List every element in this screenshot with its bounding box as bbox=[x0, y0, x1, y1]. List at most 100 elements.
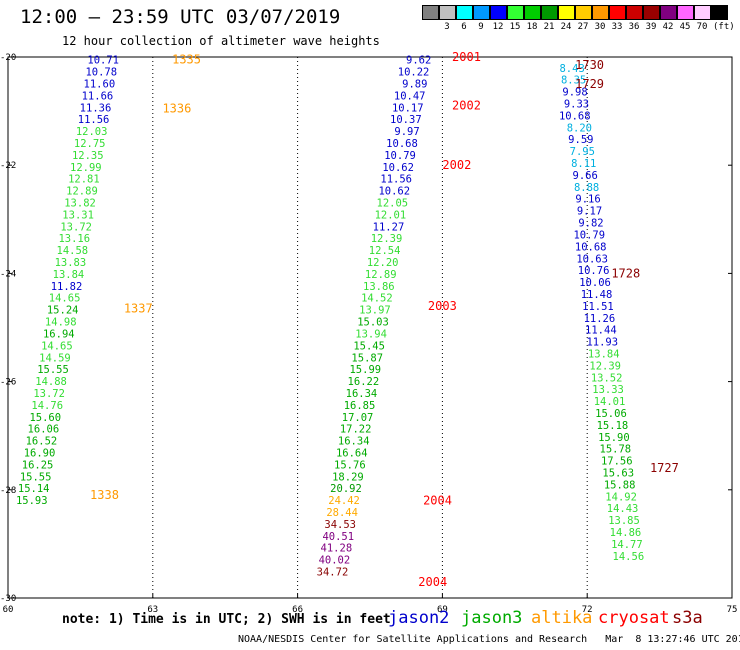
swh-value: 14.58 bbox=[57, 245, 89, 257]
swh-value: 8.43 bbox=[559, 63, 584, 75]
swh-value: 13.84 bbox=[588, 348, 620, 360]
satellite-jason3: jason3 bbox=[461, 608, 523, 628]
time-label: 1335 bbox=[172, 53, 201, 67]
swh-value: 34.72 bbox=[317, 566, 349, 578]
swh-value: 12.35 bbox=[72, 150, 104, 162]
swh-value: 14.77 bbox=[611, 539, 643, 551]
time-label: 2001 bbox=[452, 50, 481, 64]
swh-value: 14.92 bbox=[605, 491, 637, 503]
swh-value: 13.82 bbox=[64, 198, 96, 210]
time-label: 1337 bbox=[124, 302, 153, 316]
swh-value: 15.63 bbox=[602, 467, 634, 479]
swh-value: 11.26 bbox=[584, 313, 616, 325]
swh-value: 8.35 bbox=[561, 75, 586, 87]
swh-value: 14.65 bbox=[41, 340, 73, 352]
swh-value: 13.31 bbox=[62, 209, 94, 221]
swh-value: 14.01 bbox=[594, 396, 626, 408]
swh-value: 15.60 bbox=[29, 412, 61, 424]
time-label: 2004 bbox=[423, 494, 452, 508]
swh-value: 12.81 bbox=[68, 174, 100, 186]
swh-value: 16.06 bbox=[28, 424, 60, 436]
swh-value: 10.79 bbox=[573, 229, 605, 241]
swh-value: 9.66 bbox=[573, 170, 598, 182]
scale-unit: (ft) bbox=[713, 22, 735, 32]
scale-swatch bbox=[575, 5, 592, 20]
credit-text: NOAA/NESDIS Center for Satellite Applica… bbox=[238, 634, 740, 645]
scale-swatch bbox=[490, 5, 507, 20]
y-tick-label: -22 bbox=[0, 161, 16, 171]
scale-swatch bbox=[711, 5, 728, 20]
swh-value: 9.62 bbox=[406, 55, 431, 67]
swh-value: 13.84 bbox=[53, 269, 85, 281]
scale-swatch bbox=[473, 5, 490, 20]
swh-value: 10.62 bbox=[382, 162, 414, 174]
swh-value: 11.36 bbox=[80, 102, 112, 114]
swh-value: 11.56 bbox=[380, 174, 412, 186]
swh-value: 12.39 bbox=[589, 360, 621, 372]
swh-value: 11.44 bbox=[585, 325, 617, 337]
swh-value: 12.20 bbox=[367, 257, 399, 269]
swh-value: 41.28 bbox=[321, 543, 353, 555]
swh-value: 13.16 bbox=[58, 233, 90, 245]
y-tick-label: -24 bbox=[0, 269, 16, 279]
swh-value: 13.94 bbox=[355, 328, 387, 340]
swh-value: 10.76 bbox=[578, 265, 610, 277]
swh-value: 14.65 bbox=[49, 293, 81, 305]
scale-swatch bbox=[558, 5, 575, 20]
swh-value: 15.90 bbox=[598, 432, 630, 444]
scale-swatch bbox=[422, 5, 439, 20]
swh-value: 16.34 bbox=[338, 436, 370, 448]
scale-label: 9 bbox=[478, 22, 484, 32]
swh-value: 10.22 bbox=[398, 67, 430, 79]
time-label: 2002 bbox=[442, 158, 471, 172]
swh-value: 16.25 bbox=[22, 459, 54, 471]
scale-swatch bbox=[660, 5, 677, 20]
satellite-jason2: jason2 bbox=[388, 608, 450, 628]
satellite-cryosat: cryosat bbox=[598, 608, 670, 628]
swh-value: 9.82 bbox=[578, 218, 603, 230]
scale-swatch bbox=[507, 5, 524, 20]
scale-label: 39 bbox=[645, 22, 657, 32]
swh-value: 13.52 bbox=[591, 372, 623, 384]
swh-value: 14.43 bbox=[607, 503, 639, 515]
swh-value: 10.47 bbox=[394, 90, 426, 102]
swh-value: 15.78 bbox=[600, 444, 632, 456]
swh-value: 13.97 bbox=[359, 305, 391, 317]
scale-swatch bbox=[643, 5, 660, 20]
satellite-s3a: s3a bbox=[672, 608, 703, 628]
swh-value: 40.51 bbox=[322, 531, 354, 543]
swh-value: 15.45 bbox=[353, 340, 385, 352]
swh-value: 10.71 bbox=[87, 55, 119, 67]
y-tick-label: -30 bbox=[0, 594, 16, 604]
swh-value: 12.39 bbox=[371, 233, 403, 245]
time-label: 1727 bbox=[650, 461, 679, 475]
swh-value: 8.88 bbox=[574, 182, 599, 194]
swh-value: 7.95 bbox=[570, 146, 595, 158]
swh-value: 9.98 bbox=[562, 87, 587, 99]
scale-label: 27 bbox=[577, 22, 589, 32]
swh-value: 10.63 bbox=[576, 253, 608, 265]
swh-value: 15.93 bbox=[16, 495, 48, 507]
swh-value: 10.68 bbox=[386, 138, 418, 150]
swh-value: 13.72 bbox=[33, 388, 65, 400]
swh-value: 11.48 bbox=[581, 289, 613, 301]
scale-swatch bbox=[541, 5, 558, 20]
swh-value: 14.56 bbox=[613, 551, 645, 563]
swh-value: 9.17 bbox=[577, 206, 602, 218]
swh-value: 16.85 bbox=[344, 400, 376, 412]
swh-value: 15.03 bbox=[357, 317, 389, 329]
y-tick-label: -28 bbox=[0, 486, 16, 496]
swh-value: 20.92 bbox=[330, 483, 362, 495]
time-label: 1728 bbox=[611, 266, 640, 280]
satellite-altika: altika bbox=[531, 608, 593, 628]
x-tick-label: 69 bbox=[437, 605, 448, 615]
swh-value: 11.27 bbox=[373, 221, 405, 233]
swh-value: 24.42 bbox=[328, 495, 360, 507]
scale-label: 21 bbox=[543, 22, 555, 32]
swh-value: 9.33 bbox=[564, 99, 589, 111]
x-tick-label: 63 bbox=[147, 605, 158, 615]
swh-value: 9.59 bbox=[568, 134, 593, 146]
swh-value: 13.72 bbox=[60, 221, 92, 233]
x-tick-label: 75 bbox=[727, 605, 738, 615]
swh-value: 34.53 bbox=[324, 519, 356, 531]
